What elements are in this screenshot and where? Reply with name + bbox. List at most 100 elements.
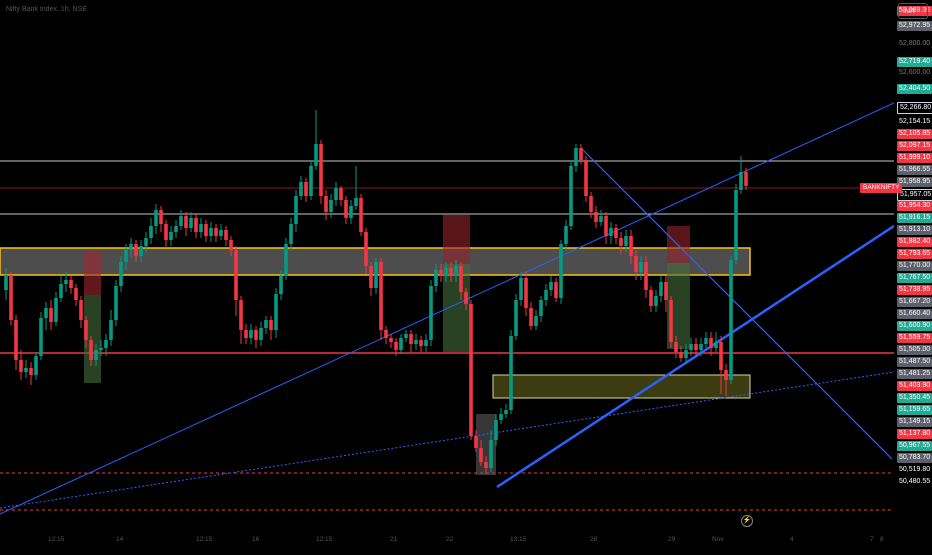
- candle-body: [204, 224, 208, 236]
- candle-body: [659, 282, 663, 296]
- trendline-support: [496, 224, 895, 489]
- price-label: 52,154.15: [899, 118, 931, 125]
- price-label: 53,069.35: [897, 6, 932, 16]
- candle-body: [49, 308, 53, 322]
- time-label: 14: [116, 536, 124, 543]
- candle-body: [279, 276, 283, 294]
- candle-body: [654, 296, 658, 306]
- time-label: 29: [668, 536, 676, 543]
- candle-body: [619, 238, 623, 246]
- candle-body: [549, 282, 553, 290]
- price-label: 50,519.80: [899, 466, 931, 473]
- candle-body: [699, 344, 703, 350]
- candle-body: [164, 224, 168, 240]
- candle-body: [664, 282, 668, 300]
- candle-body: [114, 286, 118, 320]
- price-axis[interactable]: 53,069.35 52,972.95 52,800.00 52,719.40 52,6…: [894, 0, 932, 550]
- price-label: 51,738.95: [897, 285, 932, 295]
- symbol-info: Nifty Bank Index, 1h, NSE: [6, 6, 87, 13]
- candle-body: [309, 166, 313, 196]
- candle-body: [489, 440, 493, 468]
- candle-body: [434, 270, 438, 286]
- candle-body: [609, 228, 613, 236]
- candle-body: [84, 320, 88, 340]
- short-stop-box: [667, 226, 690, 263]
- candle-body: [649, 290, 653, 306]
- candle-body: [334, 188, 338, 200]
- candle-body: [594, 212, 598, 222]
- lightning-icon[interactable]: ⚡: [741, 515, 753, 527]
- candle-body: [74, 288, 78, 300]
- candle-body: [89, 340, 93, 360]
- candle-body: [179, 216, 183, 226]
- price-label: 50,967.55: [897, 441, 932, 451]
- candle-body: [589, 196, 593, 212]
- candlestick-chart[interactable]: [0, 0, 895, 550]
- candle-body: [604, 216, 608, 236]
- time-label: 12:15: [316, 536, 333, 543]
- trendline-resistance: [581, 148, 893, 460]
- candle-body: [224, 230, 228, 240]
- candle-body: [599, 216, 603, 222]
- price-label: 51,954.30: [897, 201, 932, 211]
- candle-body: [739, 172, 743, 190]
- candle-body: [34, 356, 38, 375]
- candle-body: [709, 338, 713, 348]
- price-label: 52,600.00: [899, 69, 931, 76]
- candle-body: [289, 224, 293, 244]
- candle-body: [294, 196, 298, 224]
- currency-badge[interactable]: INR: [898, 3, 928, 19]
- candle-body: [559, 244, 563, 298]
- time-label: 28: [590, 536, 598, 543]
- candle-body: [9, 275, 13, 320]
- candle-body: [264, 320, 268, 328]
- candle-body: [134, 244, 138, 256]
- candle-body: [644, 262, 648, 290]
- price-label: 51,403.90: [897, 381, 932, 391]
- candle-body: [509, 336, 513, 410]
- candle-body: [359, 198, 363, 232]
- candle-body: [544, 290, 548, 300]
- candle-body: [239, 300, 243, 330]
- time-axis[interactable]: 12:15 14 12:15 16 12:15 21 22 13:15 28 29 Nov 4 7 8: [0, 530, 894, 550]
- price-label: 51,999.10: [897, 153, 932, 163]
- candle-body: [104, 340, 108, 348]
- candle-body: [629, 236, 633, 256]
- candle-body: [479, 448, 483, 462]
- candle-body: [229, 240, 233, 250]
- price-label: 52,404.50: [897, 84, 932, 94]
- candle-body: [124, 250, 128, 262]
- price-label: 51,958.95: [897, 177, 932, 187]
- candle-body: [689, 344, 693, 350]
- time-label: 12:15: [196, 536, 213, 543]
- price-label: 51,350.45: [897, 393, 932, 403]
- time-label: 16: [252, 536, 260, 543]
- time-label: 8: [880, 536, 884, 543]
- candle-body: [169, 232, 173, 240]
- candle-body: [314, 144, 318, 166]
- demand-zone: [492, 374, 751, 399]
- candle-body: [184, 216, 188, 228]
- candle-body: [394, 342, 398, 350]
- candle-body: [584, 160, 588, 196]
- candle-body: [209, 228, 213, 236]
- candle-body: [99, 348, 103, 350]
- price-label: 52,097.15: [897, 141, 932, 151]
- candle-body: [249, 330, 253, 338]
- price-label: 51,767.50: [897, 273, 932, 283]
- candle-body: [79, 300, 83, 320]
- chart-area[interactable]: [0, 0, 895, 550]
- candle-body: [704, 338, 708, 344]
- candle-body: [69, 280, 73, 288]
- candle-body: [439, 270, 443, 276]
- price-label: 52,719.40: [897, 57, 932, 67]
- candle-body: [274, 294, 278, 330]
- short-target-box: [84, 295, 101, 383]
- candle-body: [639, 262, 643, 272]
- candle-body: [729, 260, 733, 380]
- short-stop-box: [84, 251, 101, 295]
- price-label: 51,481.25: [897, 369, 932, 379]
- candle-body: [94, 350, 98, 360]
- candle-body: [519, 278, 523, 300]
- candle-body: [614, 228, 618, 238]
